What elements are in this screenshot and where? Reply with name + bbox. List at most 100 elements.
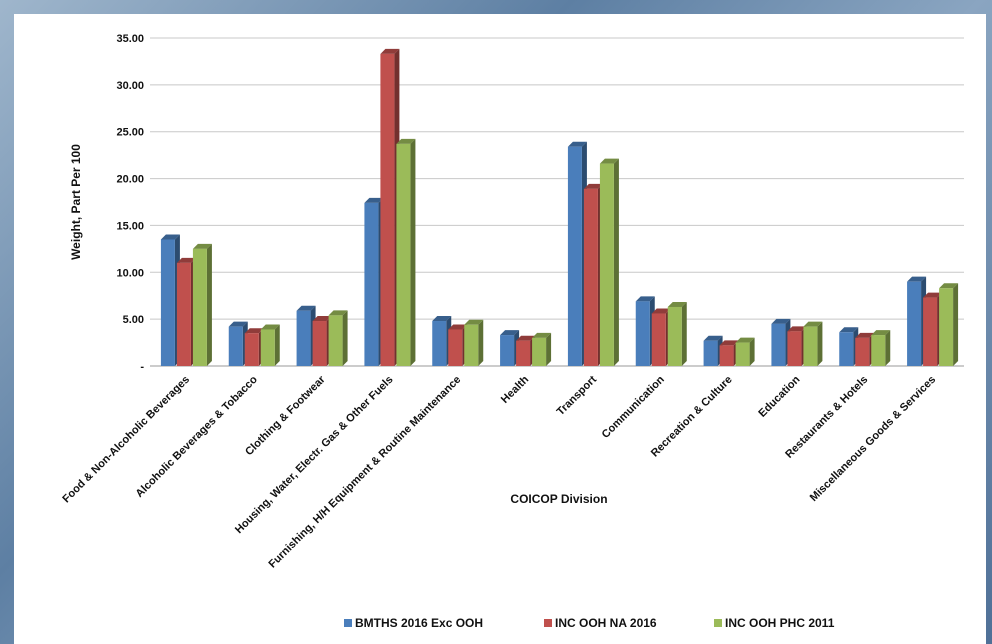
category-label: Miscellaneous Goods & Services: [808, 374, 938, 504]
y-tick-label: 10.00: [116, 267, 144, 279]
bar-top: [312, 316, 332, 322]
bar-side: [613, 158, 619, 366]
bar-side: [953, 283, 959, 366]
legend-swatch: [344, 619, 352, 627]
bar-top: [532, 332, 552, 338]
bar: [364, 202, 379, 366]
bar: [532, 337, 547, 366]
bar: [939, 288, 954, 366]
category-label: Education: [756, 373, 802, 419]
bar-top: [228, 321, 248, 327]
bar-top: [296, 305, 316, 311]
bar-top: [176, 257, 196, 263]
bar: [787, 331, 802, 366]
chart-svg: - 5.00 10.00 15.00 20.00 25.00 30.00 35.00 Food…: [60, 33, 964, 630]
bar: [703, 340, 718, 366]
y-tick-label: 15.00: [116, 220, 144, 232]
bar: [871, 335, 886, 366]
bar: [228, 326, 243, 366]
bar-top: [771, 318, 791, 324]
bar: [396, 143, 411, 366]
y-tick-label: 25.00: [116, 127, 144, 139]
bar: [735, 342, 750, 366]
bar-top: [380, 48, 400, 54]
category-label: Food & Non-Alcoholic Beverages: [60, 374, 192, 506]
bar-top: [396, 138, 416, 144]
x-axis-title: COICOP Division: [510, 492, 607, 506]
bar-top: [599, 158, 619, 164]
bar: [855, 337, 870, 366]
bar-top: [432, 316, 452, 322]
y-tick-label: 5.00: [123, 314, 144, 326]
legend-label: INC OOH NA 2016: [555, 616, 657, 630]
y-tick-label: 35.00: [116, 33, 144, 45]
bar-side: [681, 301, 687, 366]
bar-side: [410, 138, 416, 366]
bar-top: [260, 324, 280, 330]
bar-top: [364, 197, 384, 203]
bar: [516, 340, 531, 366]
bar-top: [567, 141, 587, 147]
bar-side: [749, 337, 755, 366]
y-axis-title: Weight, Part Per 100: [69, 144, 83, 260]
legend-label: BMTHS 2016 Exc OOH: [355, 616, 483, 630]
bar: [312, 321, 327, 366]
bar: [260, 329, 275, 366]
bar-top: [635, 296, 655, 302]
bar: [500, 335, 515, 366]
bar: [635, 301, 650, 366]
bar-top: [160, 234, 180, 240]
bar: [176, 262, 191, 366]
bar-top: [516, 335, 536, 341]
bar-side: [817, 321, 823, 366]
x-axis-categories: Food & Non-Alcoholic BeveragesAlcoholic …: [60, 373, 938, 570]
bar-top: [719, 340, 739, 346]
bar: [448, 329, 463, 366]
bar-top: [803, 321, 823, 327]
y-tick-label: -: [140, 361, 144, 373]
bar-top: [651, 308, 671, 314]
legend-swatch: [714, 619, 722, 627]
bar-top: [735, 337, 755, 343]
bar: [432, 321, 447, 366]
gridlines: [150, 37, 964, 367]
bar-top: [855, 332, 875, 338]
chart-panel: - 5.00 10.00 15.00 20.00 25.00 30.00 35.00 Food…: [14, 14, 986, 644]
bar-top: [192, 243, 212, 249]
category-label: Communication: [600, 373, 667, 440]
legend: BMTHS 2016 Exc OOH INC OOH NA 2016 INC OOH…: [344, 616, 835, 630]
bar: [567, 146, 582, 366]
bar-side: [546, 332, 552, 366]
bars: [160, 48, 959, 366]
bar-top: [500, 330, 520, 336]
bar: [719, 345, 734, 366]
bar: [328, 315, 343, 366]
y-tick-label: 30.00: [116, 80, 144, 92]
bar: [907, 281, 922, 366]
bar-top: [907, 276, 927, 282]
bar: [464, 324, 479, 366]
bar: [599, 163, 614, 366]
category-label: Transport: [555, 373, 600, 418]
bar-top: [871, 330, 891, 336]
y-axis-ticks: - 5.00 10.00 15.00 20.00 25.00 30.00 35.00: [116, 33, 144, 373]
bar-side: [342, 310, 348, 366]
bar-top: [464, 319, 484, 325]
bar: [160, 239, 175, 366]
category-label: Housing, Water, Electr. Gas & Other Fuel…: [233, 374, 396, 537]
bar: [667, 306, 682, 366]
bar-side: [885, 330, 891, 366]
bar: [296, 310, 311, 366]
bar-top: [703, 335, 723, 341]
bar-top: [583, 183, 603, 189]
bar-top: [667, 301, 687, 307]
bar-side: [274, 324, 280, 366]
category-label: Health: [499, 373, 531, 405]
bar: [923, 297, 938, 366]
bar-top: [328, 310, 348, 316]
bar: [583, 188, 598, 366]
bar: [380, 53, 395, 366]
bar-top: [939, 283, 959, 289]
bar: [244, 333, 259, 366]
bar-top: [923, 292, 943, 298]
